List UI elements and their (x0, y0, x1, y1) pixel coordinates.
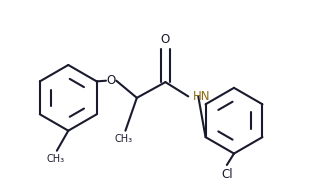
Text: O: O (107, 74, 116, 87)
Text: CH₃: CH₃ (46, 154, 65, 164)
Text: CH₃: CH₃ (115, 134, 133, 144)
Text: O: O (161, 33, 170, 46)
Text: Cl: Cl (221, 168, 233, 181)
Text: HN: HN (193, 90, 210, 103)
